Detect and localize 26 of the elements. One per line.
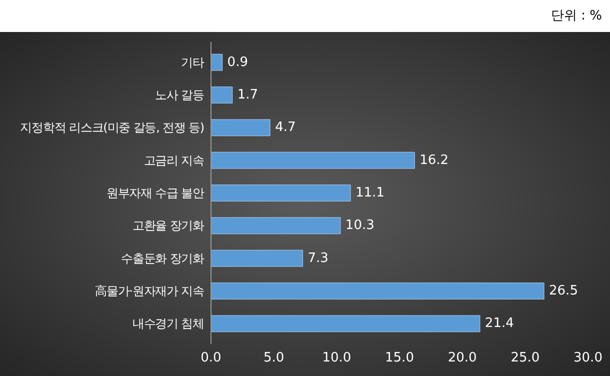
tick-label: 20.0 [448, 350, 477, 366]
data-label: 11.1 [356, 186, 384, 200]
category-label: 내수경기 침체 [132, 316, 204, 331]
data-label: 4.7 [275, 120, 296, 136]
data-label: 7.3 [308, 250, 328, 266]
category-label: 지정학적 리스크(미중 갈등, 전쟁 등) [20, 120, 204, 135]
tick-label: 25.0 [510, 350, 540, 366]
tick-label: 15.0 [385, 350, 414, 366]
category-label: 고환율 장기화 [132, 218, 204, 233]
data-label: 26.5 [549, 284, 578, 298]
category-label: 원부자재 수급 불안 [106, 186, 204, 200]
data-label: 16.2 [420, 152, 449, 168]
tick-label: 5.0 [264, 350, 284, 366]
data-label: 10.3 [345, 218, 374, 234]
category-label: 노사 갈등 [155, 88, 204, 102]
data-label: 1.7 [237, 88, 258, 102]
annotation: 단위 : % [551, 8, 602, 24]
category-label: 고금리 지속 [144, 153, 204, 168]
data-label: 21.4 [484, 316, 514, 332]
tick-label: 0.0 [200, 350, 222, 366]
tick-label: 30.0 [574, 350, 602, 366]
tick-label: 10.0 [322, 350, 352, 366]
category-label: 기타 [181, 55, 204, 70]
category-label: 수출둔화 장기화 [120, 251, 204, 266]
category-label: 高물가·원자재가 지속 [94, 284, 204, 298]
data-label: 0.9 [227, 54, 248, 70]
